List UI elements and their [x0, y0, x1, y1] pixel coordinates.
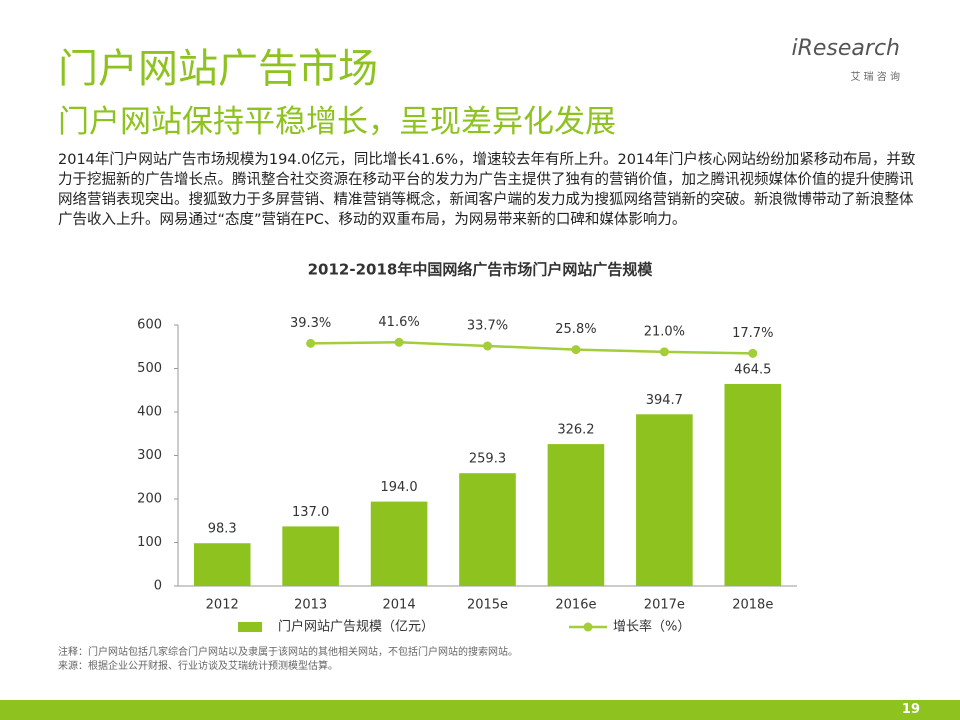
point [659, 347, 669, 357]
y-tick-label: 500 [137, 361, 162, 376]
x-tick-label: 2012 [206, 598, 239, 613]
chart-title: 2012-2018年中国网络广告市场门户网站广告规模 [308, 261, 654, 279]
x-tick-label: 2013 [294, 598, 327, 613]
note: 注释：门户网站包括几家综合门户网站以及隶属于该网站的其他相关网站，不包括门户网站… [58, 647, 518, 658]
legend-swatch [238, 622, 262, 632]
title: 门户网站广告市场 [58, 46, 378, 92]
y-tick-label: 0 [154, 579, 162, 594]
point [571, 345, 581, 355]
line [310, 341, 753, 355]
data-label: 25.8% [555, 322, 596, 337]
data-label: 33.7% [467, 318, 508, 333]
subtitle: 门户网站保持平稳增长，呈现差异化发展 [58, 104, 616, 140]
data-label: 98.3 [208, 522, 237, 537]
point [483, 341, 492, 351]
y-tick-label: 200 [137, 492, 162, 507]
logo: iResearch [791, 36, 901, 61]
notes: 注释：门户网站包括几家综合门户网站以及隶属于该网站的其他相关网站，不包括门户网站… [58, 646, 518, 674]
bar [370, 501, 428, 586]
data-label: 17.7% [732, 326, 773, 341]
note: 来源：根据企业公开财报、行业访谈及艾瑞统计预测模型估算。 [58, 661, 338, 672]
data-label: 394.7 [646, 393, 683, 408]
legend-swatch [583, 622, 593, 632]
y-tick-label: 400 [137, 405, 162, 420]
data-label: 326.2 [557, 423, 594, 438]
legend-label: 门户网站广告规模（亿元） [278, 619, 434, 635]
point [394, 337, 404, 347]
footer-band [0, 700, 960, 720]
page-number: 19 [901, 702, 920, 717]
data-label: 21.0% [644, 324, 685, 339]
data-label: 194.0 [380, 480, 417, 495]
data-label: 137.0 [292, 505, 329, 520]
legend-label: 增长率（%） [613, 619, 690, 635]
x-tick-label: 2014 [383, 598, 416, 613]
point [748, 348, 758, 358]
y-tick-label: 600 [137, 318, 162, 333]
bar [459, 473, 516, 586]
body-text: 2014年门户网站广告市场规模为194.0亿元，同比增长41.6%，增速较去年有… [58, 152, 916, 228]
bar [547, 444, 605, 586]
bar [636, 414, 693, 586]
y-tick-label: 100 [137, 535, 162, 550]
x-tick-label: 2016e [555, 598, 596, 613]
y-tick-label: 300 [137, 448, 162, 463]
logo-sub: 艾 瑞 咨 询 [850, 72, 900, 83]
x-tick-label: 2017e [644, 598, 685, 613]
bar [282, 526, 339, 586]
x-tick-label: 2015e [467, 598, 508, 613]
point [306, 338, 316, 348]
data-label: 464.5 [734, 362, 771, 377]
data-label: 41.6% [378, 315, 419, 330]
bar [724, 383, 782, 586]
data-label: 39.3% [290, 316, 331, 331]
x-tick-label: 2018e [732, 598, 773, 613]
data-label: 259.3 [469, 452, 506, 467]
bar [193, 543, 251, 586]
